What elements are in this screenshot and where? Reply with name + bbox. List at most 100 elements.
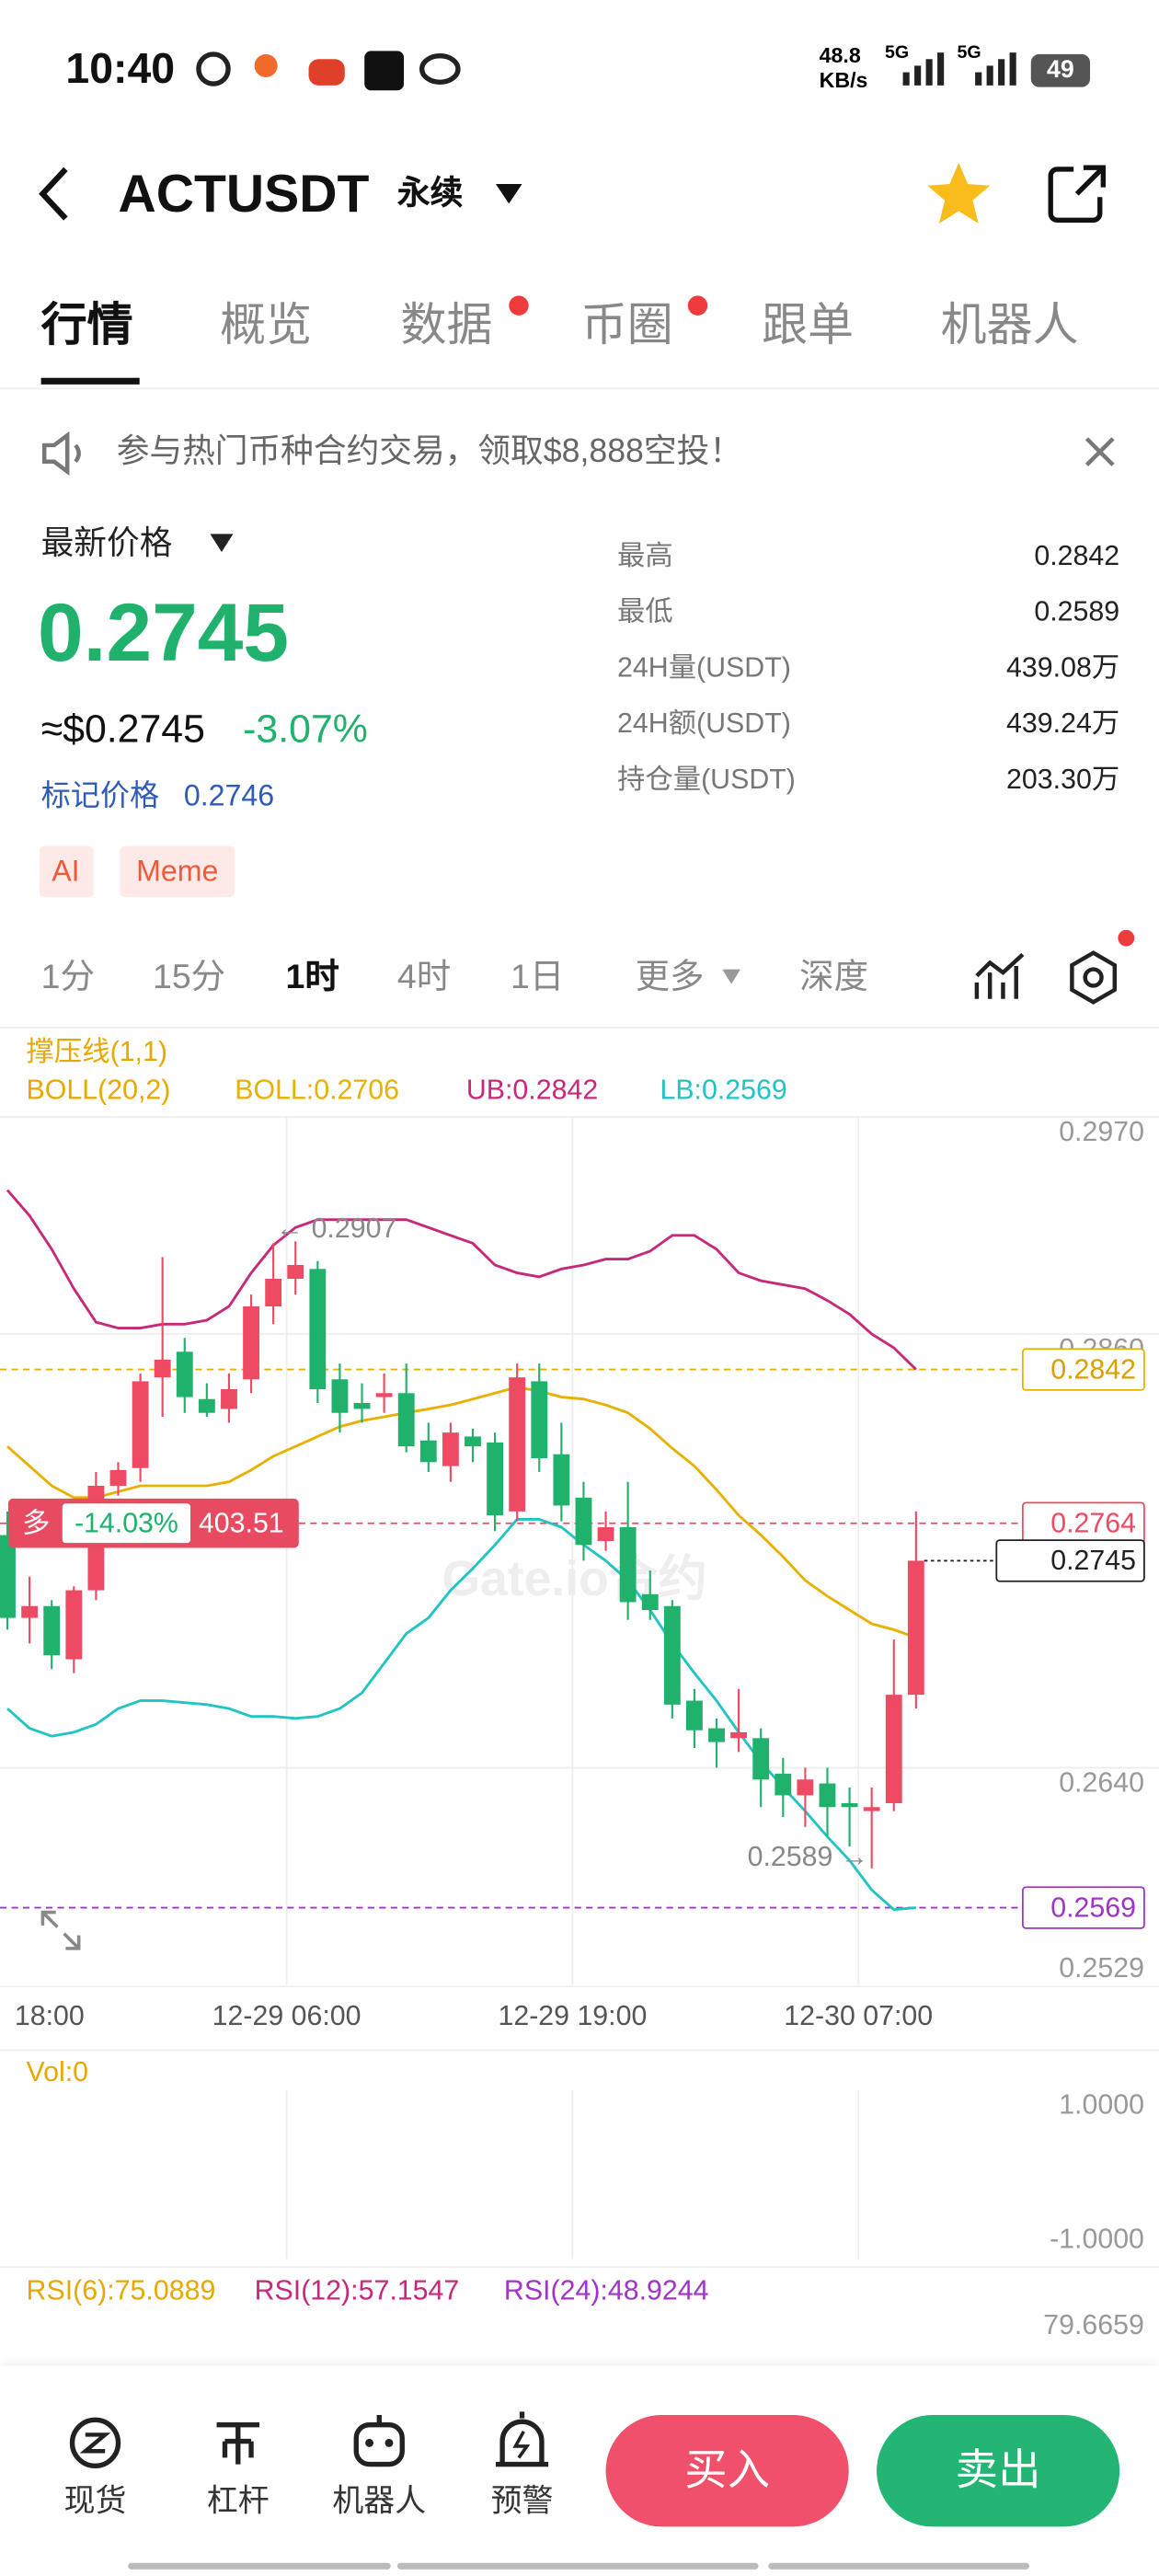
tab[interactable]: 数据	[400, 299, 493, 351]
candle-body	[686, 1700, 703, 1731]
tag-bg	[120, 845, 235, 897]
price-box	[1021, 1886, 1145, 1929]
candle-body	[109, 1469, 127, 1486]
candle-body	[509, 1377, 526, 1512]
interval-more[interactable]: 更多	[635, 958, 705, 996]
nav-label[interactable]: 现货	[63, 2485, 127, 2520]
candle-body	[375, 1393, 393, 1397]
fullscreen-icon[interactable]	[40, 1910, 81, 1950]
candle-body	[243, 1305, 259, 1380]
legend-entry: UB:0.2842	[465, 1074, 599, 1106]
close-button[interactable]	[1084, 435, 1117, 468]
tab-indicator	[40, 377, 140, 385]
contract-type[interactable]: 永续	[396, 176, 464, 213]
candle-body	[309, 1269, 327, 1389]
volume-label: Vol:0	[26, 2056, 89, 2088]
favorite-star[interactable]	[923, 157, 995, 230]
indicator-label: BOLL(20,2)	[26, 1074, 171, 1106]
price-box-label: 0.2764	[1050, 1509, 1136, 1539]
sell-label[interactable]: 卖出	[955, 2444, 1041, 2495]
tag[interactable]: AI	[52, 854, 80, 888]
dropdown-arrow	[722, 969, 740, 984]
nav-label[interactable]: 杠杆	[206, 2485, 270, 2520]
candle-body	[819, 1783, 836, 1808]
interval-active[interactable]: 1时	[285, 958, 339, 996]
usd-price: ≈$0.2745	[40, 707, 205, 753]
interval[interactable]: 1分	[40, 958, 95, 996]
sell-button[interactable]	[877, 2414, 1120, 2527]
candle-body	[531, 1381, 548, 1458]
divider	[0, 387, 1159, 390]
dropdown-arrow	[495, 183, 522, 204]
stat-value: 203.30万	[1006, 764, 1120, 795]
candle-body	[730, 1731, 748, 1739]
rsi-legend: RSI(12):57.1547	[254, 2274, 460, 2306]
candle-body	[43, 1605, 61, 1656]
status-icons	[196, 51, 461, 91]
badge	[509, 295, 529, 316]
indicator-button[interactable]	[972, 949, 1028, 1006]
buy-button[interactable]	[605, 2414, 849, 2527]
price-box	[1021, 1348, 1145, 1391]
tab[interactable]: 行情	[40, 299, 133, 351]
candle-body	[863, 1807, 880, 1811]
tab[interactable]: 币圈	[580, 299, 673, 351]
tag-bg	[39, 845, 94, 897]
price-box-label: 0.2745	[1050, 1546, 1136, 1576]
candle-body	[752, 1738, 770, 1780]
badge	[1118, 929, 1135, 947]
price-label[interactable]: 最新价格	[40, 525, 173, 562]
boll-line	[6, 1386, 917, 1639]
candle-body	[221, 1388, 237, 1409]
candle-body	[663, 1605, 681, 1705]
rsi-legend: RSI(24):48.9244	[503, 2274, 709, 2306]
watermark: Gate.io合约	[442, 1552, 707, 1606]
buy-label[interactable]: 买入	[684, 2444, 771, 2495]
kline-chart: Gate.io合约0.29700.28600.26400.252918:0012…	[0, 1116, 1159, 2269]
margin-icon[interactable]	[216, 2422, 259, 2465]
overlay-label: 撑压线(1,1)	[26, 1036, 167, 1068]
stat-value: 0.2842	[1034, 540, 1120, 572]
candle-body	[841, 1802, 858, 1808]
candle-body	[442, 1432, 459, 1466]
alert-icon[interactable]	[495, 2411, 549, 2467]
candle-body	[419, 1440, 437, 1463]
banner-text[interactable]: 参与热门币种合约交易，领取$8,888空投！	[116, 433, 742, 470]
depth[interactable]: 深度	[799, 958, 869, 996]
speed: 48.8	[819, 42, 861, 68]
nav-label[interactable]: 预警	[490, 2485, 554, 2520]
interval[interactable]: 4时	[396, 958, 452, 996]
share-button[interactable]	[1044, 161, 1109, 226]
tab[interactable]: 概览	[220, 299, 313, 351]
spot-icon[interactable]	[69, 2417, 121, 2469]
dropdown-arrow	[210, 534, 234, 552]
candle-body	[132, 1381, 149, 1468]
tab[interactable]: 机器人	[940, 299, 1079, 351]
candle-body	[331, 1379, 349, 1413]
x-tick-label: 18:00	[15, 2001, 85, 2031]
tab[interactable]: 跟单	[762, 299, 855, 351]
candle-body	[619, 1526, 637, 1603]
tag[interactable]: Meme	[136, 854, 219, 888]
symbol[interactable]: ACTUSDT	[118, 164, 370, 224]
battery-level: 49	[1047, 55, 1074, 85]
interval[interactable]: 1日	[511, 958, 565, 996]
back-button[interactable]	[33, 165, 83, 224]
y-tick-label: 0.2970	[1059, 1117, 1144, 1147]
last-price: 0.2745	[38, 586, 289, 679]
legend-entry: LB:0.2569	[660, 1074, 787, 1106]
volume-tick: -1.0000	[1050, 2225, 1144, 2255]
settings-button[interactable]	[1063, 948, 1122, 1006]
mark-price: 0.2746	[183, 778, 275, 812]
nav-label[interactable]: 机器人	[332, 2485, 427, 2520]
volume-tick: 1.0000	[1059, 2089, 1144, 2120]
candle-body	[65, 1590, 83, 1660]
candle-body	[907, 1560, 924, 1696]
candle-body	[797, 1779, 814, 1796]
bot-icon[interactable]	[353, 2414, 405, 2467]
rsi-legend: RSI(6):75.0889	[26, 2274, 216, 2306]
stat-value: 439.24万	[1006, 707, 1120, 740]
interval[interactable]: 15分	[152, 958, 226, 996]
change: -3.07%	[243, 707, 368, 753]
